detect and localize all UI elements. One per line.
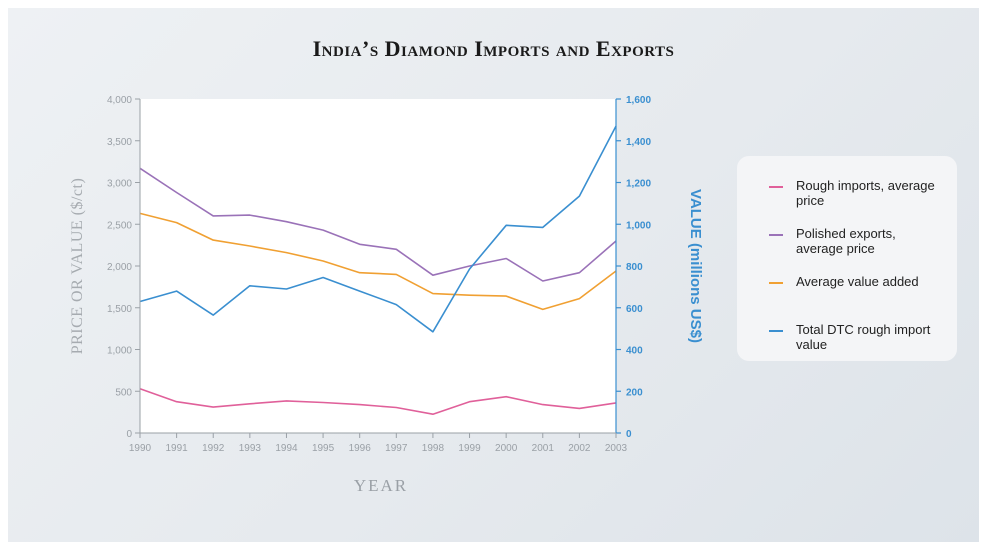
y-tick-label-right: 800 xyxy=(626,262,643,273)
x-tick-label: 1998 xyxy=(422,443,445,454)
legend-swatch-rough-imports xyxy=(769,186,783,188)
legend-label-rough-imports: Rough imports, average price xyxy=(796,178,935,208)
y-tick-label-right: 400 xyxy=(626,346,643,357)
series-line-polished-exports-average-price xyxy=(139,167,617,282)
series-line-total-dtc-rough-import-value xyxy=(139,125,617,333)
legend-label-dtc-import-value: Total DTC rough import value xyxy=(796,322,931,352)
y-tick-label-right: 0 xyxy=(626,429,632,440)
x-tick-label: 1996 xyxy=(349,443,372,454)
series-line-rough-imports-average-price xyxy=(139,387,617,416)
y-tick-label-left: 500 xyxy=(115,387,132,398)
x-tick-label: 1997 xyxy=(385,443,408,454)
y-tick-label-left: 4,000 xyxy=(107,95,132,106)
legend-label-polished-exports: Polished exports, average price xyxy=(796,226,896,256)
chart-title: India’s Diamond Imports and Exports xyxy=(312,36,675,61)
x-tick-label: 2001 xyxy=(532,443,555,454)
plot-area xyxy=(140,99,616,433)
y-tick-label-left: 0 xyxy=(126,429,132,440)
y-tick-label-right: 1,600 xyxy=(626,95,651,106)
legend-swatch-polished-exports xyxy=(769,234,783,236)
y-tick-label-right: 1,400 xyxy=(626,137,651,148)
y-axis-label-left: PRICE OR VALUE ($/ct) xyxy=(69,178,86,355)
x-tick-label: 2002 xyxy=(568,443,591,454)
y-tick-label-left: 3,000 xyxy=(107,179,132,190)
y-tick-label-right: 200 xyxy=(626,387,643,398)
legend-swatch-dtc-import-value xyxy=(769,330,783,332)
y-tick-label-right: 600 xyxy=(626,304,643,315)
y-tick-label-left: 2,500 xyxy=(107,220,132,231)
y-tick-label-right: 1,000 xyxy=(626,220,651,231)
legend: Rough imports, average price Polished ex… xyxy=(737,156,957,361)
legend-label-value-added: Average value added xyxy=(796,274,919,289)
legend-swatch-value-added xyxy=(769,282,783,284)
x-tick-label: 1991 xyxy=(165,443,188,454)
x-tick-label: 1992 xyxy=(202,443,225,454)
x-tick-label: 1990 xyxy=(129,443,152,454)
x-tick-label: 1995 xyxy=(312,443,335,454)
x-tick-label: 1999 xyxy=(458,443,481,454)
y-tick-label-left: 3,500 xyxy=(107,137,132,148)
y-tick-label-left: 1,500 xyxy=(107,304,132,315)
x-tick-label: 2000 xyxy=(495,443,518,454)
x-tick-label: 2003 xyxy=(605,443,628,454)
x-tick-label: 1993 xyxy=(239,443,262,454)
y-tick-label-left: 2,000 xyxy=(107,262,132,273)
y-tick-label-right: 1,200 xyxy=(626,179,651,190)
series-line-average-value-added xyxy=(139,212,617,311)
x-tick-label: 1994 xyxy=(275,443,298,454)
y-tick-label-left: 1,000 xyxy=(107,346,132,357)
y-axis-label-right: VALUE (millions US$) xyxy=(687,189,704,343)
x-axis-label: YEAR xyxy=(354,476,408,495)
